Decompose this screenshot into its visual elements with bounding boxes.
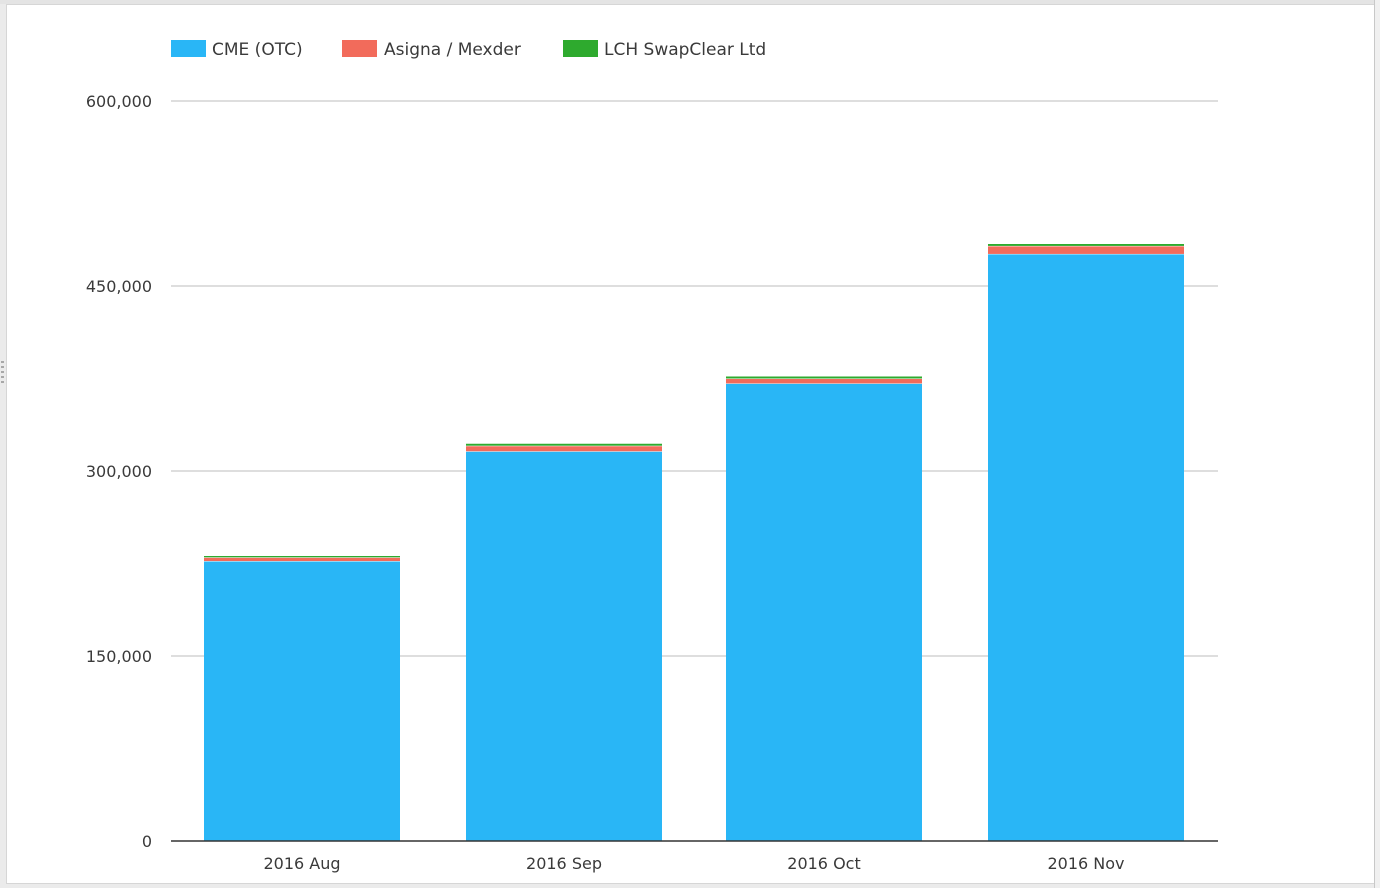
x-tick-label: 2016 Nov [1047, 854, 1124, 873]
bar-cme-otc [204, 561, 400, 841]
legend-label: Asigna / Mexder [384, 40, 521, 60]
bar-asigna-mexder [726, 378, 922, 384]
window-top-edge [0, 0, 1380, 4]
window-right-scrollbar[interactable] [1374, 0, 1380, 888]
bar-cme-otc [466, 451, 662, 841]
bar-cme-otc [988, 253, 1184, 841]
bar-asigna-mexder [466, 445, 662, 452]
y-tick-label: 0 [142, 832, 152, 851]
x-tick-label: 2016 Oct [787, 854, 860, 873]
y-tick-label: 450,000 [86, 277, 152, 296]
legend-swatch [171, 40, 206, 57]
legend-swatch [342, 40, 377, 57]
bar-lch-swapclear [204, 555, 400, 558]
legend-swatch [563, 40, 598, 57]
bar-lch-swapclear [726, 376, 922, 379]
bar-asigna-mexder [988, 245, 1184, 254]
x-tick-label: 2016 Sep [526, 854, 602, 873]
bar-cme-otc [726, 383, 922, 841]
y-tick-label: 150,000 [86, 647, 152, 666]
x-tick-label: 2016 Aug [263, 854, 340, 873]
legend-label: CME (OTC) [212, 40, 303, 60]
bar-lch-swapclear [988, 243, 1184, 246]
bar-asigna-mexder [204, 557, 400, 562]
legend-label: LCH SwapClear Ltd [604, 40, 766, 60]
y-tick-label: 600,000 [86, 92, 152, 111]
resize-grip-icon[interactable] [0, 358, 6, 398]
bar-lch-swapclear [466, 443, 662, 446]
y-tick-label: 300,000 [86, 462, 152, 481]
